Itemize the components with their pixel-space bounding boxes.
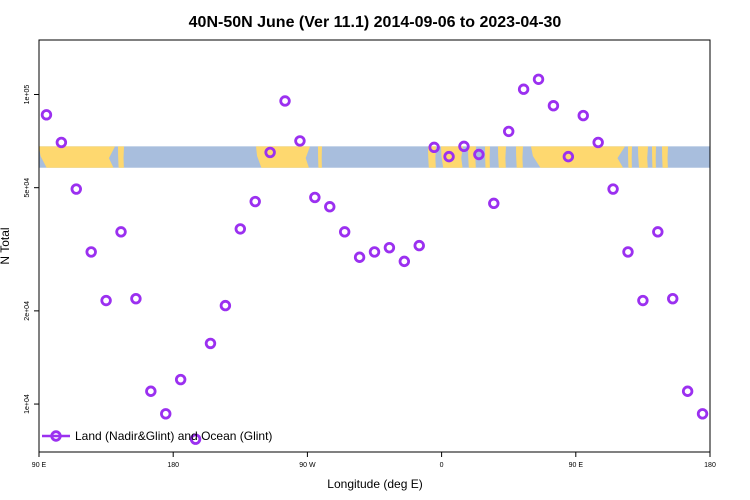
y-axis: 1e+04 2e+04 5e+04 1e+05: [24, 85, 39, 414]
x-tick-label-2: 90 W: [299, 462, 316, 469]
x-tick-label-3: 0: [440, 462, 444, 469]
data-point-0-28: [458, 140, 470, 153]
land-region-11: [628, 146, 632, 168]
x-tick-label-5: 180: [704, 462, 716, 469]
y-tick-label-1: 2e+04: [24, 301, 31, 321]
data-point-0-26: [428, 141, 440, 154]
data-point-0-0: [40, 109, 53, 121]
data-point-0-2: [70, 183, 82, 195]
data-point-0-4: [100, 294, 112, 307]
legend-marker: [50, 430, 62, 442]
data-point-0-16: [279, 95, 291, 107]
x-tick-label-0: 90 E: [32, 462, 47, 469]
data-point-0-24: [398, 255, 411, 268]
data-point-0-17: [294, 135, 306, 147]
data-point-0-29: [473, 148, 485, 161]
data-point-0-12: [219, 299, 232, 312]
data-point-0-43: [681, 385, 694, 397]
land-region-8: [498, 146, 506, 168]
land-ocean-band: [39, 146, 710, 168]
data-point-0-19: [324, 201, 336, 213]
data-point-0-21: [353, 251, 366, 263]
data-point-0-35: [562, 150, 575, 163]
data-point-0-9: [174, 373, 187, 386]
plot-frame: [38, 39, 711, 453]
x-axis: 90 E 180 90 W 0 90 E 180: [32, 452, 716, 469]
land-region-0: [39, 146, 115, 168]
y-tick-label-0: 1e+04: [24, 394, 31, 414]
chart-title: 40N-50N June (Ver 11.1) 2014-09-06 to 20…: [189, 14, 562, 31]
data-point-0-38: [607, 183, 619, 195]
data-point-0-40: [637, 294, 649, 307]
data-point-0-11: [204, 337, 217, 350]
data-point-0-42: [667, 292, 679, 305]
data-point-0-44: [696, 408, 709, 420]
data-point-0-30: [488, 197, 500, 210]
y-axis-label: N Total: [0, 227, 12, 264]
y-tick-label-3: 1e+05: [24, 85, 31, 105]
data-point-0-10: [189, 433, 202, 445]
data-point-0-25: [413, 239, 425, 252]
legend-label: Land (Nadir&Glint) and Ocean (Glint): [75, 429, 272, 443]
data-point-0-15: [264, 146, 276, 159]
data-points: [40, 73, 709, 445]
data-point-0-41: [652, 226, 664, 238]
data-point-0-31: [503, 125, 515, 138]
data-point-0-22: [368, 246, 381, 258]
y-tick-label-2: 5e+04: [24, 178, 31, 198]
land-region-7: [485, 146, 490, 168]
data-point-0-6: [130, 292, 142, 305]
data-point-0-1: [55, 136, 68, 149]
data-point-0-36: [577, 109, 589, 122]
land-region-10: [531, 146, 625, 168]
data-point-0-20: [338, 226, 351, 238]
land-region-12: [638, 146, 648, 168]
data-point-0-32: [517, 83, 530, 95]
legend: Land (Nadir&Glint) and Ocean (Glint): [42, 429, 272, 443]
data-point-0-27: [443, 150, 455, 163]
land-region-2: [256, 146, 310, 168]
data-point-0-39: [622, 246, 634, 258]
data-point-0-3: [85, 246, 97, 258]
data-point-0-18: [309, 191, 321, 204]
data-point-0-5: [115, 226, 127, 238]
land-region-1: [118, 146, 124, 168]
data-point-0-23: [383, 241, 396, 254]
data-point-0-7: [145, 385, 157, 397]
land-region-14: [662, 146, 668, 168]
data-point-0-14: [249, 195, 261, 208]
land-region-13: [652, 146, 656, 168]
x-axis-label: Longitude (deg E): [327, 477, 422, 491]
x-tick-label-4: 90 E: [569, 462, 584, 469]
land-region-3: [318, 146, 322, 168]
data-point-0-13: [234, 223, 247, 235]
data-point-0-34: [547, 100, 560, 112]
data-point-0-33: [532, 73, 545, 85]
data-point-0-8: [160, 408, 172, 420]
land-region-9: [516, 146, 523, 168]
data-point-0-37: [592, 136, 604, 149]
x-tick-label-1: 180: [167, 462, 179, 469]
